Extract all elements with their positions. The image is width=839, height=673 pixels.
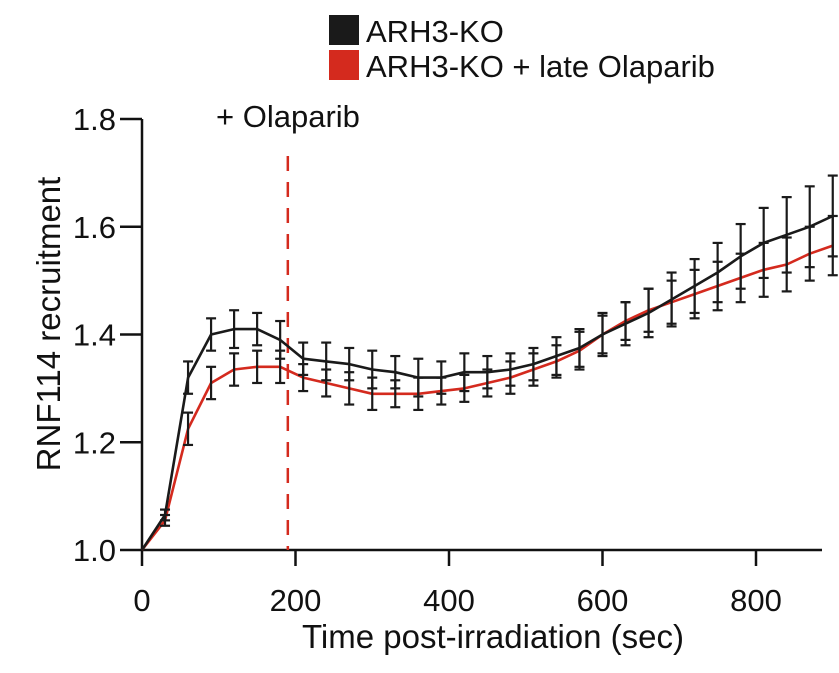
legend-swatch-arh3-ko bbox=[329, 15, 359, 45]
legend-swatch-late-olaparib bbox=[329, 50, 359, 80]
x-axis-title: Time post-irradiation (sec) bbox=[302, 618, 684, 655]
series-arh3-ko bbox=[140, 174, 838, 551]
series-line bbox=[140, 244, 834, 551]
data-series bbox=[140, 174, 838, 551]
x-axis-ticks: 0 200 400 600 800 bbox=[133, 550, 782, 618]
legend: ARH3-KO ARH3-KO + late Olaparib bbox=[329, 14, 715, 84]
x-tick-label: 800 bbox=[730, 583, 782, 618]
legend-label-arh3-ko: ARH3-KO bbox=[366, 14, 504, 49]
legend-entry-late-olaparib: ARH3-KO + late Olaparib bbox=[329, 49, 715, 84]
y-axis-ticks: 1.0 1.2 1.4 1.6 1.8 bbox=[73, 102, 142, 568]
series-late-olaparib bbox=[140, 214, 838, 551]
y-tick-label: 1.0 bbox=[73, 533, 116, 568]
x-tick-label: 400 bbox=[423, 583, 475, 618]
olaparib-annotation-label: + Olaparib bbox=[216, 99, 360, 134]
legend-label-late-olaparib: ARH3-KO + late Olaparib bbox=[366, 49, 715, 84]
x-tick-label: 600 bbox=[577, 583, 629, 618]
y-tick-label: 1.6 bbox=[73, 210, 116, 245]
legend-entry-arh3-ko: ARH3-KO bbox=[329, 14, 504, 49]
y-axis-title: RNF114 recruitment bbox=[30, 177, 67, 472]
y-tick-label: 1.4 bbox=[73, 318, 116, 353]
y-tick-label: 1.2 bbox=[73, 425, 116, 460]
x-tick-label: 200 bbox=[270, 583, 322, 618]
x-tick-label: 0 bbox=[133, 583, 150, 618]
y-tick-label: 1.8 bbox=[73, 102, 116, 137]
